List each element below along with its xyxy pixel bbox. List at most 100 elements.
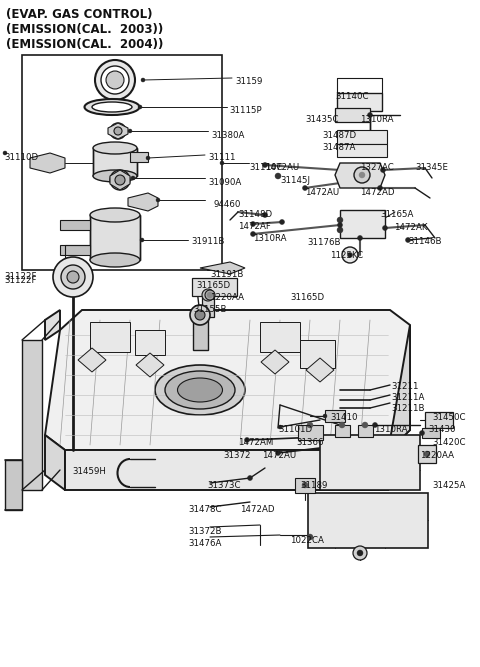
Circle shape — [110, 123, 126, 139]
Bar — [93, 148, 137, 176]
Text: 31122F: 31122F — [4, 272, 36, 281]
Circle shape — [244, 438, 250, 442]
Circle shape — [106, 71, 124, 89]
Text: 31487A: 31487A — [322, 143, 355, 152]
Circle shape — [420, 430, 424, 436]
Circle shape — [342, 247, 358, 263]
Bar — [335, 108, 370, 122]
Circle shape — [354, 167, 370, 183]
Circle shape — [190, 305, 210, 325]
Text: 31155B: 31155B — [193, 305, 227, 314]
Circle shape — [263, 163, 267, 167]
Text: 31366: 31366 — [296, 438, 324, 447]
Bar — [135, 330, 165, 355]
Bar — [337, 144, 387, 157]
Bar — [260, 322, 300, 352]
Text: 1472AD: 1472AD — [360, 188, 395, 197]
Circle shape — [337, 223, 343, 227]
Circle shape — [195, 310, 205, 320]
Circle shape — [110, 170, 130, 190]
Circle shape — [307, 534, 313, 540]
Text: 94460: 94460 — [213, 200, 240, 209]
Text: 1472AM: 1472AM — [238, 438, 274, 447]
Ellipse shape — [92, 102, 132, 112]
Ellipse shape — [93, 142, 137, 154]
Text: 31148D: 31148D — [238, 210, 272, 219]
Bar — [425, 412, 453, 428]
Polygon shape — [108, 123, 128, 139]
Bar — [340, 210, 385, 238]
Text: 1022CA: 1022CA — [290, 536, 324, 545]
Text: 31410: 31410 — [330, 413, 358, 422]
Text: 31140C: 31140C — [335, 92, 369, 101]
Circle shape — [353, 546, 367, 560]
Bar — [130, 152, 148, 162]
Bar — [418, 445, 436, 463]
Polygon shape — [60, 220, 90, 230]
Circle shape — [276, 450, 280, 456]
Text: 31380A: 31380A — [211, 131, 244, 140]
Text: 1310RA: 1310RA — [374, 425, 408, 434]
Polygon shape — [45, 310, 60, 340]
Text: 31110D: 31110D — [4, 153, 38, 162]
Text: 31145J: 31145J — [280, 176, 310, 185]
Text: 31450C: 31450C — [432, 413, 466, 422]
Circle shape — [202, 289, 214, 301]
Circle shape — [146, 156, 150, 160]
Polygon shape — [306, 358, 334, 382]
Circle shape — [101, 66, 129, 94]
Text: 31165D: 31165D — [290, 293, 324, 302]
Text: 31111: 31111 — [208, 153, 236, 162]
Circle shape — [138, 105, 142, 109]
Circle shape — [3, 151, 7, 155]
Text: 31425A: 31425A — [432, 481, 466, 490]
Ellipse shape — [90, 253, 140, 267]
Circle shape — [357, 550, 363, 556]
Circle shape — [205, 290, 215, 300]
Text: 31189: 31189 — [300, 481, 327, 490]
Ellipse shape — [90, 208, 140, 222]
Circle shape — [337, 217, 343, 223]
Text: 31159: 31159 — [235, 77, 263, 86]
Bar — [90, 322, 130, 352]
Circle shape — [358, 235, 362, 241]
Text: 31165A: 31165A — [380, 210, 413, 219]
Circle shape — [251, 221, 255, 227]
Circle shape — [339, 422, 345, 428]
Text: (EVAP. GAS CONTROL): (EVAP. GAS CONTROL) — [6, 8, 153, 21]
Text: 1472AU: 1472AU — [265, 163, 299, 172]
Text: 31430: 31430 — [428, 425, 456, 434]
Circle shape — [263, 213, 267, 217]
Circle shape — [61, 264, 69, 272]
Polygon shape — [200, 262, 245, 274]
Text: 31373C: 31373C — [207, 481, 240, 490]
Circle shape — [307, 422, 313, 428]
Circle shape — [207, 292, 213, 298]
Circle shape — [140, 238, 144, 242]
Text: 1310RA: 1310RA — [253, 234, 287, 243]
Circle shape — [115, 175, 125, 185]
Text: 31459H: 31459H — [72, 467, 106, 476]
Text: 31211B: 31211B — [391, 404, 424, 413]
Circle shape — [278, 425, 282, 429]
Circle shape — [337, 227, 343, 233]
Text: 31090A: 31090A — [208, 178, 241, 187]
Text: (EMISSION(CAL.  2003)): (EMISSION(CAL. 2003)) — [6, 23, 163, 36]
Bar — [320, 435, 420, 490]
Text: 31435C: 31435C — [305, 115, 338, 124]
Text: 31420C: 31420C — [432, 438, 466, 447]
Text: 31146B: 31146B — [408, 237, 442, 246]
Circle shape — [53, 257, 93, 297]
Bar — [325, 410, 345, 422]
Bar — [337, 130, 387, 144]
Text: 1472AU: 1472AU — [305, 188, 339, 197]
Circle shape — [141, 78, 145, 82]
Bar — [422, 428, 440, 438]
Circle shape — [377, 185, 383, 191]
Circle shape — [67, 271, 79, 283]
Text: 1472AU: 1472AU — [262, 451, 296, 460]
Bar — [358, 425, 373, 437]
Ellipse shape — [155, 365, 245, 415]
Polygon shape — [128, 193, 158, 211]
Polygon shape — [60, 245, 90, 255]
